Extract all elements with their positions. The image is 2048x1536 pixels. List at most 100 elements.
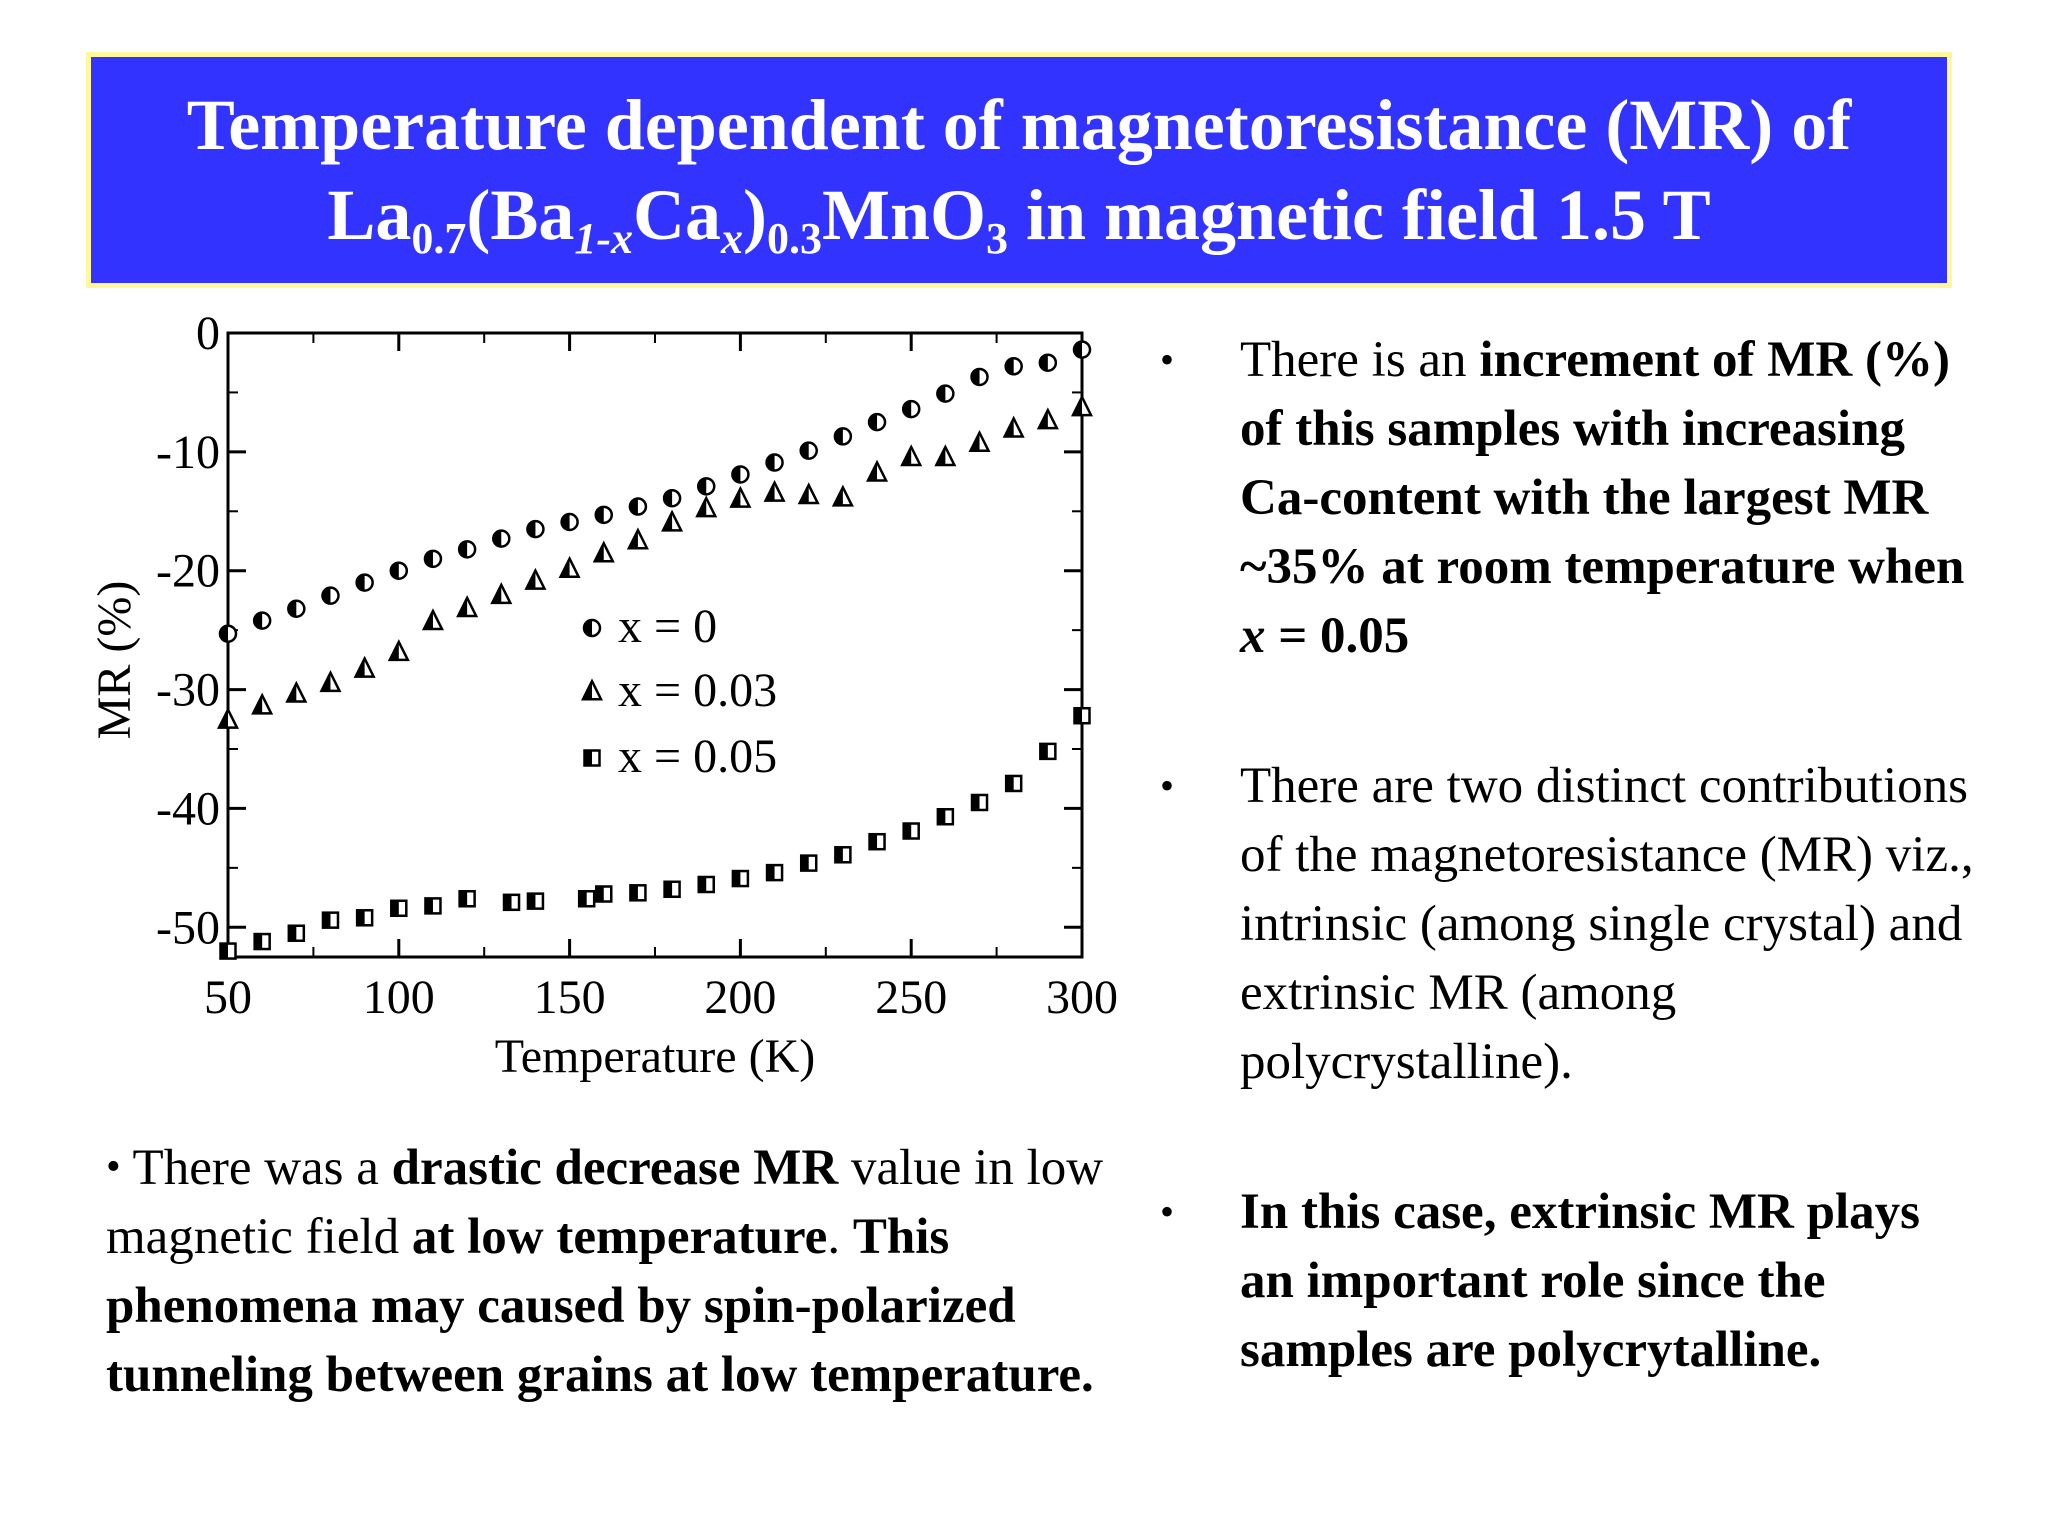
rb1-italic-x: x [1240,608,1266,664]
x-axis-label: Temperature (K) [495,1030,815,1083]
data-point-series-0 [936,384,955,403]
data-point-series-2 [502,893,521,912]
y-tick-label: -50 [156,901,220,954]
data-point-series-1 [763,479,786,502]
data-point-series-1 [592,540,615,563]
y-axis-label: MR (%) [88,581,141,740]
rb1-text: There is an [1240,332,1480,388]
chart-legend: x = 0 x = 0.03 x = 0.05 [580,600,777,783]
data-point-series-0 [662,488,682,508]
data-point-series-0 [901,399,921,419]
formula-mno-sub: 3 [986,214,1008,263]
data-point-series-0 [970,367,989,387]
formula-ca: Ca [633,175,721,255]
legend-marker [583,749,601,767]
data-point-series-0 [355,573,374,592]
title-bar: Temperature dependent of magnetoresistan… [86,52,1952,288]
data-point-series-2 [697,875,715,894]
data-point-series-0 [492,529,511,548]
formula-la-sub: 0.7 [411,214,467,263]
data-point-series-0 [628,497,648,516]
bl-text-1: There was a [120,1140,392,1196]
data-point-series-1 [1036,407,1059,430]
axis-ticks: 50 100 150 200 250 300 0 -10 -20 -30 -40 -50 [156,307,1118,1024]
data-point-series-0 [731,465,750,484]
data-point-series-0 [1038,353,1058,372]
data-point-series-1 [831,484,854,507]
data-point-series-1 [866,459,889,482]
data-point-series-0 [287,599,306,618]
legend-label: x = 0.03 [618,664,777,717]
data-point-series-2 [424,897,442,915]
formula-close: ) [743,175,767,255]
data-point-series-1 [1002,415,1025,438]
data-point-series-2 [834,846,852,864]
data-point-series-2 [629,884,647,902]
data-point-series-1 [524,567,547,590]
legend-label: x = 0.05 [618,730,777,783]
data-point-series-2 [1004,774,1023,793]
data-point-series-1 [797,482,820,505]
data-point-series-2 [219,942,237,960]
x-tick-label: 250 [875,971,947,1024]
data-point-series-1 [285,680,308,703]
data-point-series-0 [423,549,443,569]
bl-bold-2: at low temperature [411,1209,828,1265]
data-point-series-1 [490,582,513,605]
data-point-series-2 [663,880,681,899]
data-point-series-1 [1070,394,1094,417]
data-point-series-2 [458,890,476,908]
data-point-series-1 [456,595,479,618]
rb1-bold-2: = 0.05 [1265,608,1410,664]
data-point-series-0 [696,477,716,496]
data-point-series-1 [729,485,752,508]
data-point-series-0 [1004,357,1023,376]
data-point-series-0 [799,441,818,460]
data-point-series-2 [321,911,340,929]
data-point-series-1 [319,670,342,693]
data-point-series-2 [868,832,886,851]
y-tick-label: -20 [156,545,220,598]
data-point-series-0 [389,561,409,580]
formula-close-sub: 0.3 [766,214,822,263]
x-tick-label: 150 [534,971,606,1024]
bullet-dot: • [106,1144,121,1190]
data-point-series-2 [390,899,408,918]
data-point-series-1 [251,692,274,715]
rb3-bold: In this case, extrinsic MR plays an impo… [1240,1184,1920,1378]
data-point-series-0 [457,540,477,559]
rb1-bold: increment of MR (%) of this samples with… [1240,332,1965,595]
right-bullet-1: There is an increment of MR (%) of this … [1240,326,1980,671]
data-point-series-0 [526,519,545,539]
formula-la: La [327,175,412,255]
data-point-series-2 [936,807,955,826]
bullet-dot: • [1160,337,1175,382]
data-points [216,340,1094,960]
title-line-2: La0.7(Ba1-xCax)0.3MnO3 in magnetic field… [327,170,1710,263]
data-point-series-0 [252,611,272,630]
data-point-series-1 [387,639,410,662]
data-point-series-2 [765,863,784,882]
data-point-series-2 [902,822,920,840]
bl-text-3: . [827,1209,853,1265]
data-point-series-0 [594,505,614,525]
y-tick-label: -30 [156,664,220,717]
x-tick-label: 100 [363,971,435,1024]
y-tick-label: -10 [156,426,220,479]
data-point-series-2 [799,854,818,872]
data-point-series-2 [1073,706,1091,725]
data-point-series-1 [216,706,240,729]
data-point-series-0 [1072,340,1092,359]
data-point-series-2 [253,932,271,951]
rb2-text: There are two distinct contributions of … [1240,758,1974,1090]
title-line-1: Temperature dependent of magnetoresistan… [186,85,1852,165]
legend-marker [582,618,602,638]
right-bullet-3: In this case, extrinsic MR plays an impo… [1240,1178,1980,1385]
data-point-series-2 [595,885,613,903]
legend-label: x = 0 [618,600,717,653]
x-tick-label: 300 [1046,971,1118,1024]
data-point-series-2 [1039,742,1057,761]
data-point-series-2 [577,890,596,908]
legend-marker [580,678,604,701]
